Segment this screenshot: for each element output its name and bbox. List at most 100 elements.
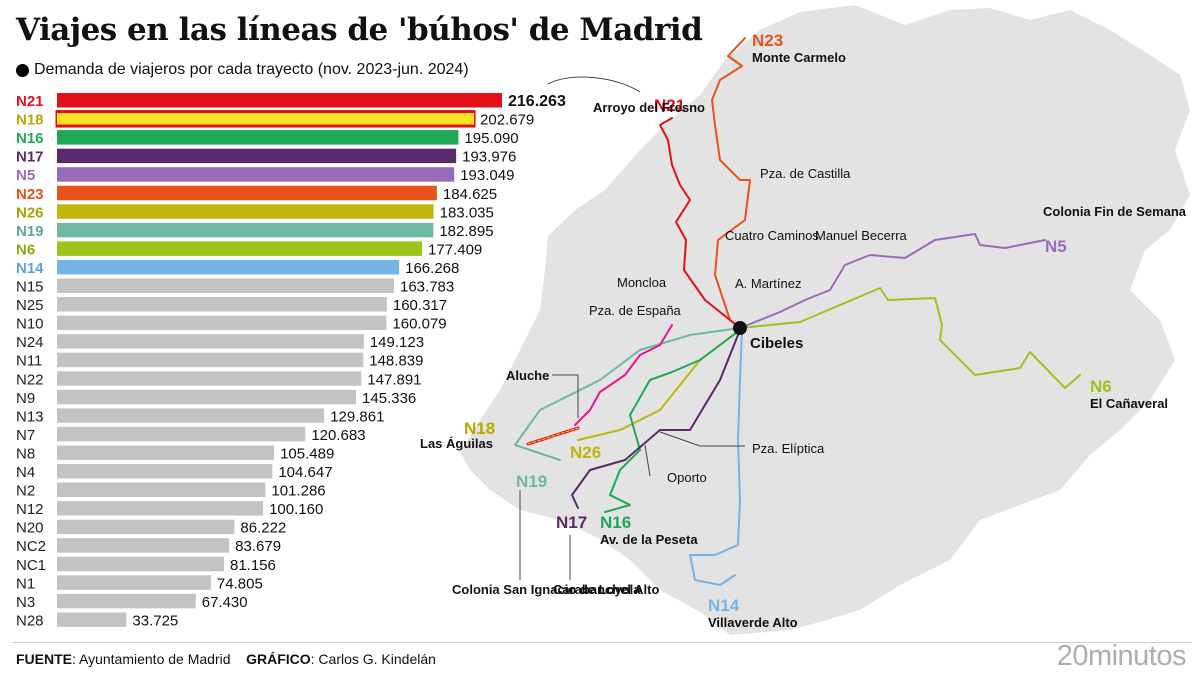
map-label-n19: N19 xyxy=(516,472,547,491)
bar-category-n7: N7 xyxy=(16,427,35,444)
bar-n14 xyxy=(57,259,400,275)
bar-value-n14: 166.268 xyxy=(405,260,459,277)
bar-n9 xyxy=(57,389,357,405)
bar-value-n9: 145.336 xyxy=(362,390,416,407)
place-pza-espana: Pza. de España xyxy=(589,303,682,318)
bar-value-n1: 74.805 xyxy=(217,575,263,592)
bar-n6 xyxy=(57,241,423,256)
bar-n8 xyxy=(57,445,275,460)
bar-n13 xyxy=(57,408,325,423)
bar-n1 xyxy=(57,575,211,590)
bar-category-n4: N4 xyxy=(16,464,35,481)
bar-nc2 xyxy=(57,538,230,553)
map-label-n17: N17 xyxy=(556,513,587,532)
bar-category-n11: N11 xyxy=(16,353,42,370)
place-cibeles: Cibeles xyxy=(750,335,803,352)
bar-n20 xyxy=(57,519,235,535)
place-carabanchel-alto: Carabanchel Alto xyxy=(553,582,659,597)
place-el-canaveral: El Cañaveral xyxy=(1090,396,1168,411)
bar-chart: N21 216.263 N18 202.679 N16 195.090 N17 193.976… xyxy=(16,93,566,629)
bar-category-n22: N22 xyxy=(16,371,44,388)
route-n16 xyxy=(604,329,741,513)
place-monte-carmelo: Monte Carmelo xyxy=(752,50,846,65)
bar-n5 xyxy=(57,167,455,182)
place-cuatro-caminos: Cuatro Caminos xyxy=(725,228,819,243)
place-a-martinez: A. Martínez xyxy=(735,276,801,291)
route-pink xyxy=(574,324,673,426)
bar-n10 xyxy=(57,315,387,331)
map-label-n16: N16 xyxy=(600,513,631,532)
bar-value-n24: 149.123 xyxy=(370,334,424,351)
bar-n3 xyxy=(57,593,196,609)
chart-title: Viajes en las líneas de 'búhos' de Madri… xyxy=(16,12,703,48)
bar-category-n8: N8 xyxy=(16,445,35,462)
bar-n17 xyxy=(57,148,457,164)
bar-category-n18: N18 xyxy=(16,112,44,129)
bar-n12 xyxy=(57,501,264,516)
bar-n25 xyxy=(57,297,387,312)
bar-category-n21: N21 xyxy=(16,93,44,110)
place-moncloa: Moncloa xyxy=(617,275,667,290)
bar-category-n20: N20 xyxy=(16,520,44,537)
map-label-n26: N26 xyxy=(570,443,601,462)
source-text: : Ayuntamiento de Madrid xyxy=(72,651,231,667)
route-n18-inner xyxy=(527,427,579,445)
place-arroyo-del-fresno: Arroyo del Fresno xyxy=(593,100,705,115)
bar-n2 xyxy=(57,482,266,498)
place-av-peseta: Av. de la Peseta xyxy=(600,532,698,547)
bar-n11 xyxy=(57,352,364,368)
bar-value-n10: 160.079 xyxy=(392,316,446,333)
bar-n7 xyxy=(57,426,306,442)
bar-value-n17: 193.976 xyxy=(462,149,516,166)
bar-category-n23: N23 xyxy=(16,186,44,203)
footer: FUENTE: Ayuntamiento de Madrid GRÁFICO: … xyxy=(16,651,436,667)
graphic-label: GRÁFICO xyxy=(246,651,311,667)
bar-value-n15: 163.783 xyxy=(400,279,454,296)
map-label-n5: N5 xyxy=(1045,237,1067,256)
bar-value-n16: 195.090 xyxy=(464,130,518,147)
bar-value-n8: 105.489 xyxy=(280,445,334,462)
bar-value-n2: 101.286 xyxy=(271,483,325,500)
bar-value-n18: 202.679 xyxy=(480,112,534,129)
bar-n26 xyxy=(57,204,434,219)
bar-value-n19: 182.895 xyxy=(439,223,493,240)
place-colonia-san-ignacio: Colonia San Ignacio de Loyola xyxy=(452,582,641,597)
place-las-aguilas: Las Águilas xyxy=(420,436,493,451)
bar-value-n20: 86.222 xyxy=(240,520,286,537)
bar-value-nc1: 81.156 xyxy=(230,557,276,574)
bar-category-nc1: NC1 xyxy=(16,557,46,574)
bar-category-n12: N12 xyxy=(16,501,44,518)
bar-category-n6: N6 xyxy=(16,241,35,258)
bar-category-n28: N28 xyxy=(16,612,44,629)
bar-n18 xyxy=(57,113,475,125)
bar-category-n1: N1 xyxy=(16,575,35,592)
map-label-n6: N6 xyxy=(1090,377,1112,396)
bar-value-n12: 100.160 xyxy=(269,501,323,518)
bar-category-n26: N26 xyxy=(16,204,44,221)
bar-category-nc2: NC2 xyxy=(16,538,46,555)
chart-subtitle-text: Demanda de viajeros por cada trayecto (n… xyxy=(34,61,469,78)
place-colonia-fin-semana: Colonia Fin de Semana xyxy=(1043,204,1187,219)
bullet-dot xyxy=(16,63,29,77)
bar-category-n19: N19 xyxy=(16,223,44,240)
bar-category-n25: N25 xyxy=(16,297,44,314)
route-n19 xyxy=(514,327,741,461)
bar-value-n21: 216.263 xyxy=(508,93,566,110)
bar-n19 xyxy=(57,222,434,238)
bar-value-n26: 183.035 xyxy=(440,204,494,221)
bar-nc1 xyxy=(57,556,224,572)
bar-category-n9: N9 xyxy=(16,390,35,407)
source-label: FUENTE xyxy=(16,651,72,667)
bar-n23 xyxy=(57,185,437,201)
route-n5 xyxy=(739,233,1046,329)
bar-category-n2: N2 xyxy=(16,483,35,500)
bar-n16 xyxy=(57,130,459,145)
route-n17 xyxy=(571,329,741,509)
bar-value-n23: 184.625 xyxy=(443,186,497,203)
bar-value-nc2: 83.679 xyxy=(235,538,281,555)
bar-value-n28: 33.725 xyxy=(132,612,178,629)
place-pza-eliptica: Pza. Elíptica xyxy=(752,441,825,456)
bar-value-n4: 104.647 xyxy=(278,464,332,481)
graphic-text: : Carlos G. Kindelán xyxy=(310,651,436,667)
